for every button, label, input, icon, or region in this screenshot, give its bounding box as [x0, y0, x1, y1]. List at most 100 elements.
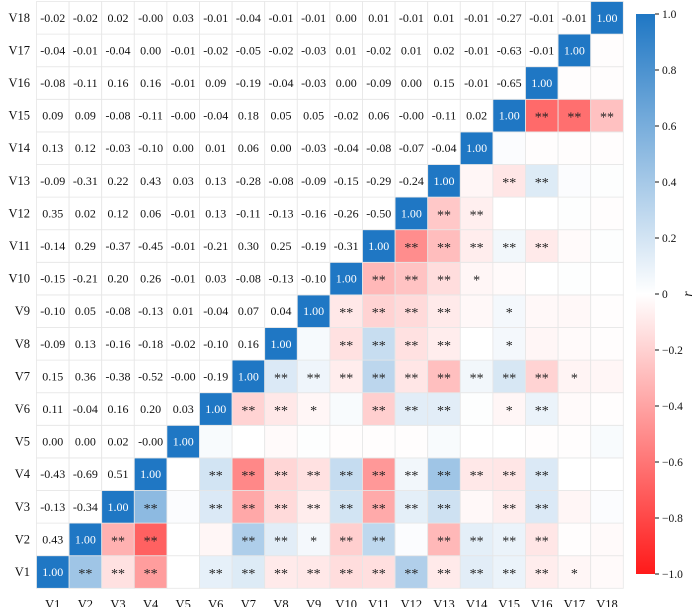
heatmap-cell: -0.52 — [133, 359, 168, 394]
heatmap-cell-fill — [166, 196, 200, 231]
significance-mark: ** — [241, 567, 255, 582]
heatmap-cell-fill — [68, 229, 103, 263]
significance-mark: * — [571, 371, 578, 386]
heatmap-cell-fill — [36, 294, 70, 328]
heatmap-cell — [525, 196, 559, 231]
heatmap-cell: -0.02 — [362, 33, 396, 68]
heatmap-cell-fill — [133, 1, 168, 35]
heatmap-cell-fill — [36, 424, 70, 459]
significance-mark: ** — [502, 534, 516, 549]
correlation-value: -0.11 — [73, 76, 98, 90]
heatmap-cell — [459, 294, 494, 328]
heatmap-cell — [590, 33, 624, 68]
heatmap-cell-fill — [68, 457, 103, 491]
heatmap-cell — [525, 261, 559, 296]
heatmap-cell-fill — [101, 392, 135, 426]
heatmap-cell-fill — [166, 457, 200, 491]
heatmap-cell: 0.00 — [394, 66, 429, 100]
correlation-value: 0.51 — [108, 467, 129, 481]
heatmap-cell: 0.01 — [427, 1, 461, 35]
heatmap-cell: 0.29 — [68, 229, 103, 263]
significance-mark: ** — [111, 567, 125, 582]
correlation-value: 0.02 — [108, 435, 129, 449]
significance-mark: ** — [111, 534, 125, 549]
heatmap-cell: 1.00 — [557, 33, 592, 68]
correlation-value: 0.16 — [238, 337, 259, 351]
significance-mark: ** — [535, 241, 549, 256]
heatmap-cell-fill — [133, 98, 168, 133]
row-label: V6 — [15, 402, 30, 416]
correlation-value: -0.19 — [236, 76, 261, 90]
correlation-value: -0.13 — [40, 500, 65, 514]
column-label: V2 — [78, 597, 93, 607]
heatmap-cell-fill — [525, 522, 559, 557]
diagonal-value: 1.00 — [466, 141, 487, 155]
heatmap-cell-fill — [133, 359, 168, 394]
heatmap-cell: 0.22 — [101, 164, 135, 198]
column-label: V9 — [306, 597, 321, 607]
colorbar: 1.0 0.8 0.6 0.4 0.2 0 −0.2 −0.4 −0.6 −0.8 −1.0 r — [636, 9, 696, 581]
heatmap-cell-fill — [557, 66, 592, 100]
heatmap-cell: ** — [427, 555, 461, 589]
heatmap-cell-fill — [362, 131, 396, 165]
significance-mark: ** — [470, 534, 484, 549]
heatmap-cell: ** — [427, 196, 461, 231]
heatmap-cell: ** — [394, 457, 429, 491]
colorbar-label: r — [681, 291, 696, 297]
heatmap-cell-fill — [166, 261, 200, 296]
heatmap-cell: ** — [427, 294, 461, 328]
heatmap-cell-fill — [231, 1, 266, 35]
heatmap-cell: 1.00 — [199, 392, 233, 426]
significance-mark: ** — [502, 176, 516, 191]
heatmap-cell: -0.01 — [166, 196, 200, 231]
significance-mark: ** — [339, 371, 353, 386]
heatmap-cell-fill — [36, 261, 70, 296]
heatmap-cell: -0.00 — [394, 98, 429, 133]
heatmap-cell-fill — [264, 131, 298, 165]
diagonal-value: 1.00 — [42, 565, 63, 579]
correlation-value: -0.10 — [301, 272, 326, 286]
heatmap-cell — [459, 327, 494, 361]
correlation-value: -0.08 — [40, 76, 65, 90]
correlation-value: 0.20 — [108, 272, 129, 286]
correlation-value: -0.04 — [269, 76, 294, 90]
correlation-value: 0.04 — [271, 304, 292, 318]
heatmap-cell: -0.08 — [231, 261, 266, 296]
heatmap-cell-fill — [459, 164, 494, 198]
significance-mark: ** — [209, 567, 223, 582]
significance-mark: ** — [437, 534, 451, 549]
heatmap-cell: 1.00 — [525, 66, 559, 100]
significance-mark: ** — [372, 534, 386, 549]
heatmap-cell: -0.21 — [68, 261, 103, 296]
column-label: V10 — [335, 597, 357, 607]
heatmap-cell: 0.15 — [427, 66, 461, 100]
heatmap-cell — [525, 131, 559, 165]
heatmap-cell: ** — [264, 555, 298, 589]
heatmap-cell: -0.19 — [296, 229, 331, 263]
correlation-value: -0.08 — [236, 272, 261, 286]
heatmap-cell: ** — [133, 555, 168, 589]
heatmap-cell: 1.00 — [231, 359, 266, 394]
significance-mark: ** — [404, 469, 418, 484]
heatmap-cell-fill — [525, 66, 559, 100]
heatmap-cell: -0.04 — [264, 66, 298, 100]
heatmap-cell: -0.10 — [133, 131, 168, 165]
correlation-value: 0.00 — [401, 76, 422, 90]
correlation-value: 0.13 — [42, 141, 63, 155]
significance-mark: ** — [78, 567, 92, 582]
heatmap-cell-fill — [199, 327, 233, 361]
correlation-value: 0.13 — [205, 174, 226, 188]
heatmap-cell: ** — [296, 490, 331, 524]
heatmap-cell: ** — [525, 490, 559, 524]
heatmap-cell: -0.03 — [296, 33, 331, 68]
heatmap-cell: * — [557, 555, 592, 589]
heatmap-cell: ** — [394, 392, 429, 426]
heatmap-cell: -0.08 — [101, 98, 135, 133]
heatmap-cell-fill — [296, 424, 331, 459]
significance-mark: ** — [502, 502, 516, 517]
significance-mark: ** — [404, 274, 418, 289]
heatmap-cell: 1.00 — [362, 229, 396, 263]
correlation-value: -0.10 — [138, 141, 163, 155]
diagonal-value: 1.00 — [564, 43, 585, 57]
significance-mark: ** — [470, 567, 484, 582]
